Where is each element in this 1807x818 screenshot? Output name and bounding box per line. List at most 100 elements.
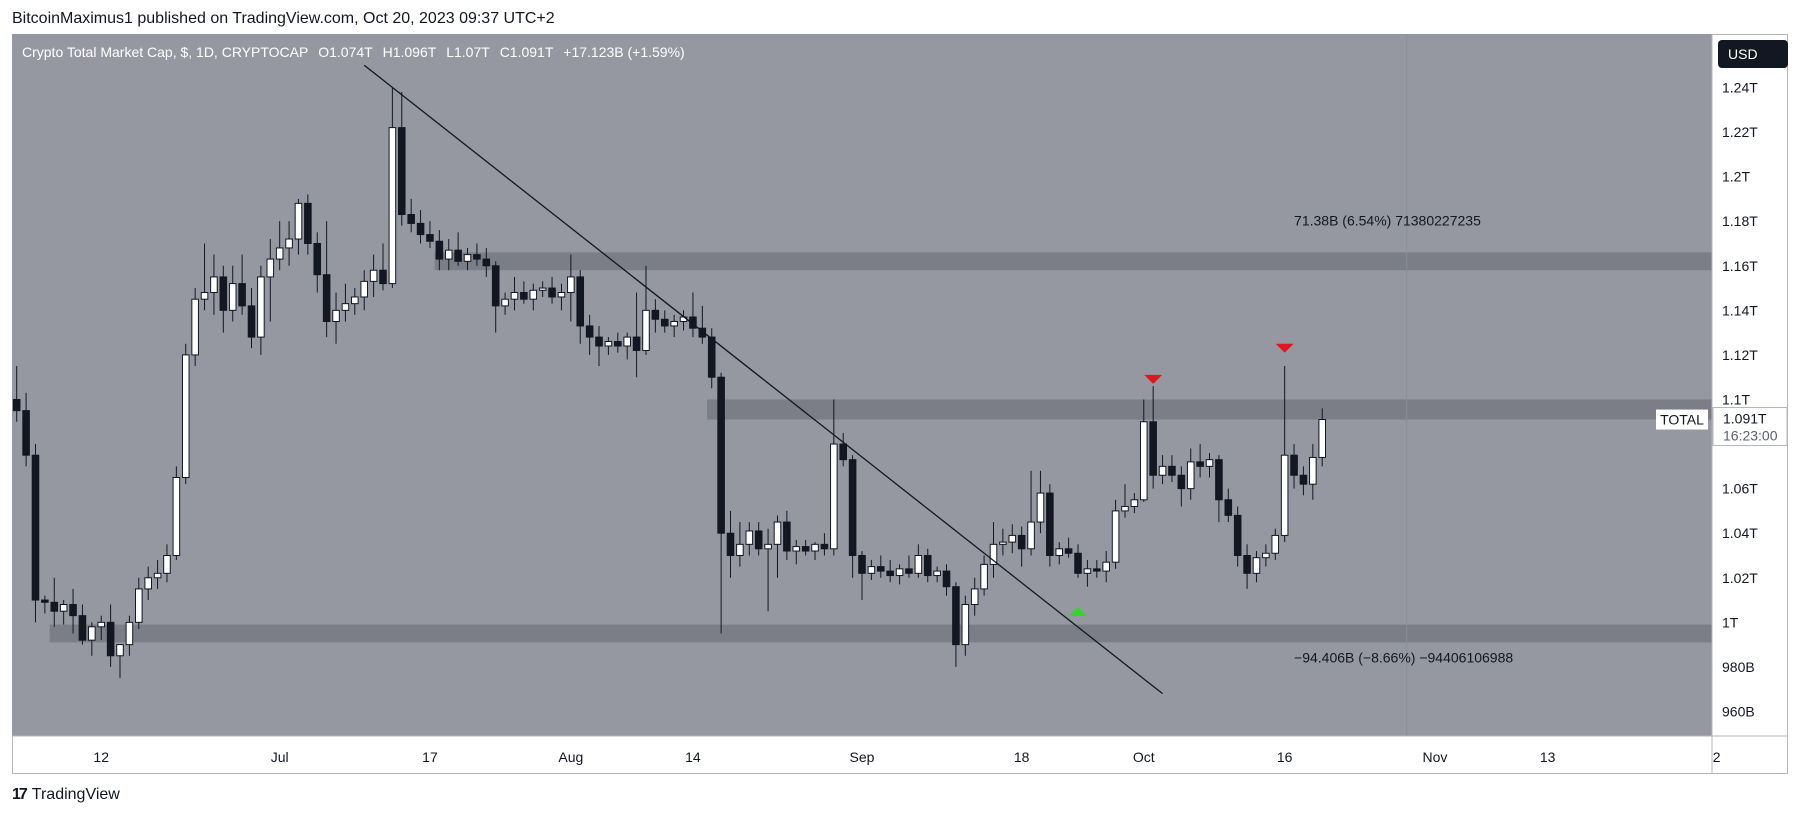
tradingview-logo[interactable]: 17 TradingView: [12, 786, 120, 804]
candle-2023-06-05[interactable]: [31, 444, 40, 623]
candle-2023-07-30[interactable]: [548, 276, 556, 304]
candle-2023-07-14[interactable]: [397, 91, 406, 226]
candle-2023-10-13[interactable]: [1252, 551, 1261, 583]
candle-2023-09-18[interactable]: [1017, 526, 1026, 567]
candle-2023-07-31[interactable]: [557, 283, 566, 311]
candle-2023-10-03[interactable]: [1158, 455, 1167, 485]
candle-2023-07-13[interactable]: [388, 87, 397, 289]
candle-2023-06-18[interactable]: [153, 559, 162, 589]
candle-2023-10-12[interactable]: [1243, 544, 1251, 589]
candle-2023-10-16[interactable]: [1280, 366, 1289, 543]
candle-2023-08-12[interactable]: [670, 314, 678, 338]
candle-2023-09-07[interactable]: [914, 544, 923, 578]
candle-2023-07-18[interactable]: [435, 230, 444, 271]
candle-2023-07-02[interactable]: [285, 221, 293, 266]
candle-2023-08-29[interactable]: [830, 399, 838, 556]
candle-2023-06-04[interactable]: [22, 392, 30, 467]
candle-2023-08-23[interactable]: [773, 515, 782, 578]
candle-2023-06-20[interactable]: [172, 466, 181, 560]
candle-2023-07-09[interactable]: [351, 288, 359, 315]
candle-2023-07-28[interactable]: [529, 283, 538, 311]
candle-2023-09-26[interactable]: [1093, 559, 1101, 578]
candle-2023-10-08[interactable]: [1205, 452, 1214, 478]
candle-2023-06-23[interactable]: [200, 243, 209, 311]
candle-2023-08-31[interactable]: [848, 455, 857, 578]
candle-2023-09-23[interactable]: [1064, 537, 1073, 558]
descending-trendline[interactable]: [363, 64, 1163, 695]
candle-2023-07-12[interactable]: [379, 243, 387, 291]
candle-2023-08-15[interactable]: [698, 305, 707, 344]
candle-2023-06-22[interactable]: [191, 288, 199, 367]
candle-2023-08-05[interactable]: [604, 337, 613, 355]
candle-2023-06-11[interactable]: [88, 622, 96, 656]
candle-2023-07-04[interactable]: [304, 194, 312, 255]
candle-2023-08-01[interactable]: [567, 254, 575, 322]
candle-2023-10-20[interactable]: [1318, 408, 1327, 467]
candle-2023-06-16[interactable]: [135, 577, 143, 630]
candle-2023-08-10[interactable]: [651, 299, 660, 333]
candle-2023-09-14[interactable]: [980, 555, 988, 596]
candle-2023-08-07[interactable]: [623, 332, 631, 360]
candle-2023-10-09[interactable]: [1215, 455, 1223, 523]
candle-2023-09-09[interactable]: [933, 566, 941, 583]
candle-2023-07-15[interactable]: [407, 198, 415, 233]
candle-2023-06-29[interactable]: [257, 265, 265, 355]
candle-2023-07-01[interactable]: [275, 221, 284, 271]
candle-2023-07-24[interactable]: [491, 261, 500, 333]
candle-2023-09-19[interactable]: [1027, 470, 1035, 556]
candle-2023-09-02[interactable]: [867, 559, 876, 580]
candle-2023-08-28[interactable]: [820, 533, 829, 556]
candle-2023-06-12[interactable]: [97, 615, 106, 641]
candle-2023-06-15[interactable]: [125, 615, 134, 656]
candle-2023-07-03[interactable]: [294, 198, 303, 255]
candle-2023-07-19[interactable]: [444, 239, 453, 271]
candle-2023-09-30[interactable]: [1130, 493, 1139, 514]
candle-2023-08-04[interactable]: [595, 325, 603, 367]
candle-2023-10-06[interactable]: [1186, 448, 1195, 500]
candle-2023-09-03[interactable]: [876, 555, 885, 578]
candle-2023-08-08[interactable]: [632, 292, 641, 378]
candle-2023-09-11[interactable]: [952, 582, 960, 667]
candle-2023-09-25[interactable]: [1083, 559, 1092, 587]
candle-2023-08-24[interactable]: [783, 510, 791, 560]
candle-2023-07-17[interactable]: [426, 221, 434, 248]
candle-2023-10-05[interactable]: [1177, 466, 1186, 507]
candle-2023-08-21[interactable]: [754, 522, 763, 556]
candle-2023-07-29[interactable]: [538, 281, 547, 297]
candle-2023-06-10[interactable]: [78, 604, 87, 645]
candle-2023-06-25[interactable]: [219, 265, 228, 333]
candle-2023-10-07[interactable]: [1196, 444, 1204, 478]
candle-2023-07-16[interactable]: [416, 210, 425, 244]
candle-2023-06-26[interactable]: [228, 265, 237, 322]
candle-2023-08-22[interactable]: [764, 528, 772, 612]
candle-2023-09-15[interactable]: [989, 522, 998, 578]
candle-2023-08-11[interactable]: [660, 310, 669, 333]
candle-2023-06-08[interactable]: [59, 600, 68, 625]
candle-2023-09-10[interactable]: [942, 564, 951, 596]
candle-2023-06-30[interactable]: [266, 239, 275, 322]
candle-2023-08-19[interactable]: [736, 522, 744, 567]
symbol-legend[interactable]: Crypto Total Market Cap, $, 1D, CRYPTOCA…: [22, 44, 691, 60]
candle-2023-10-14[interactable]: [1262, 544, 1270, 567]
candle-2023-08-14[interactable]: [689, 292, 697, 338]
candle-2023-09-28[interactable]: [1111, 499, 1120, 569]
candle-2023-07-23[interactable]: [482, 247, 491, 277]
candle-2023-07-22[interactable]: [473, 243, 481, 266]
candle-2023-07-25[interactable]: [501, 292, 509, 315]
candle-2023-08-09[interactable]: [642, 265, 650, 355]
candle-2023-06-09[interactable]: [69, 588, 77, 634]
candle-2023-06-24[interactable]: [210, 254, 218, 315]
candle-2023-09-24[interactable]: [1074, 544, 1082, 578]
candle-2023-07-26[interactable]: [510, 276, 519, 311]
candle-2023-10-10[interactable]: [1224, 488, 1233, 523]
candle-2023-09-12[interactable]: [961, 595, 970, 656]
candle-2023-08-18[interactable]: [726, 510, 735, 578]
candle-2023-09-29[interactable]: [1121, 484, 1129, 518]
candle-2023-10-15[interactable]: [1271, 528, 1280, 560]
candle-2023-07-10[interactable]: [360, 270, 368, 311]
candle-2023-06-03[interactable]: [12, 366, 21, 422]
candle-2023-09-17[interactable]: [1008, 524, 1017, 554]
candle-2023-06-28[interactable]: [247, 288, 256, 349]
candle-2023-10-01[interactable]: [1139, 399, 1148, 502]
